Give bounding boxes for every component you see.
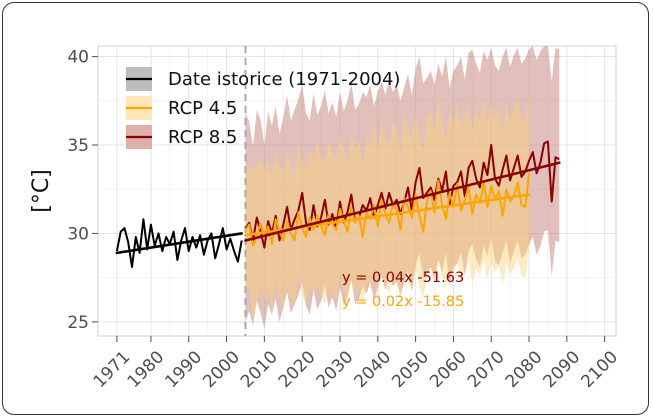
x-tick-label: 1971 <box>90 347 135 392</box>
uncertainty-bands <box>245 46 560 329</box>
y-tick-label: 30 <box>67 224 89 244</box>
y-tick-label: 35 <box>67 136 89 156</box>
line-rcp45 <box>244 173 530 247</box>
legend-label-rcp45: RCP 4.5 <box>168 98 237 119</box>
x-tick-label: 2060 <box>426 347 471 392</box>
x-tick-label: 2010 <box>237 347 282 392</box>
y-axis-label: [°C] <box>29 169 54 213</box>
x-tick-label: 2100 <box>577 347 622 392</box>
band-rcp85 <box>245 46 560 329</box>
legend: Date istorice (1971-2004) RCP 4.5 RCP 8.5 <box>126 67 400 149</box>
y-axis-ticks: 25 30 35 40 <box>67 48 98 333</box>
x-tick-label: 2090 <box>540 347 585 392</box>
trend-historic <box>115 232 243 255</box>
legend-label-historic: Date istorice (1971-2004) <box>168 69 400 90</box>
band-rcp45 <box>245 93 529 321</box>
x-tick-label: 2020 <box>275 347 320 392</box>
x-tick-label: 1980 <box>124 347 169 392</box>
x-tick-label: 2030 <box>313 347 358 392</box>
legend-label-rcp85: RCP 8.5 <box>168 127 237 148</box>
x-tick-label: 2070 <box>464 347 509 392</box>
regression-equations: y = 0.04x -51.63 y = 0.02x -15.85 <box>342 270 464 310</box>
x-axis-ticks: 1971198019902000201020202030204020502060… <box>90 336 622 392</box>
x-tick-label: 2050 <box>388 347 433 392</box>
equation-rcp85: y = 0.04x -51.63 <box>342 270 464 286</box>
trend-rcp85 <box>244 161 561 242</box>
y-tick-label: 25 <box>67 313 89 333</box>
y-tick-label: 40 <box>67 48 89 68</box>
trend-lines <box>115 161 561 255</box>
x-tick-label: 2000 <box>199 347 244 392</box>
x-tick-label: 2080 <box>502 347 547 392</box>
x-tick-label: 1990 <box>161 347 206 392</box>
x-tick-label: 2040 <box>350 347 395 392</box>
equation-rcp45: y = 0.02x -15.85 <box>342 294 464 310</box>
